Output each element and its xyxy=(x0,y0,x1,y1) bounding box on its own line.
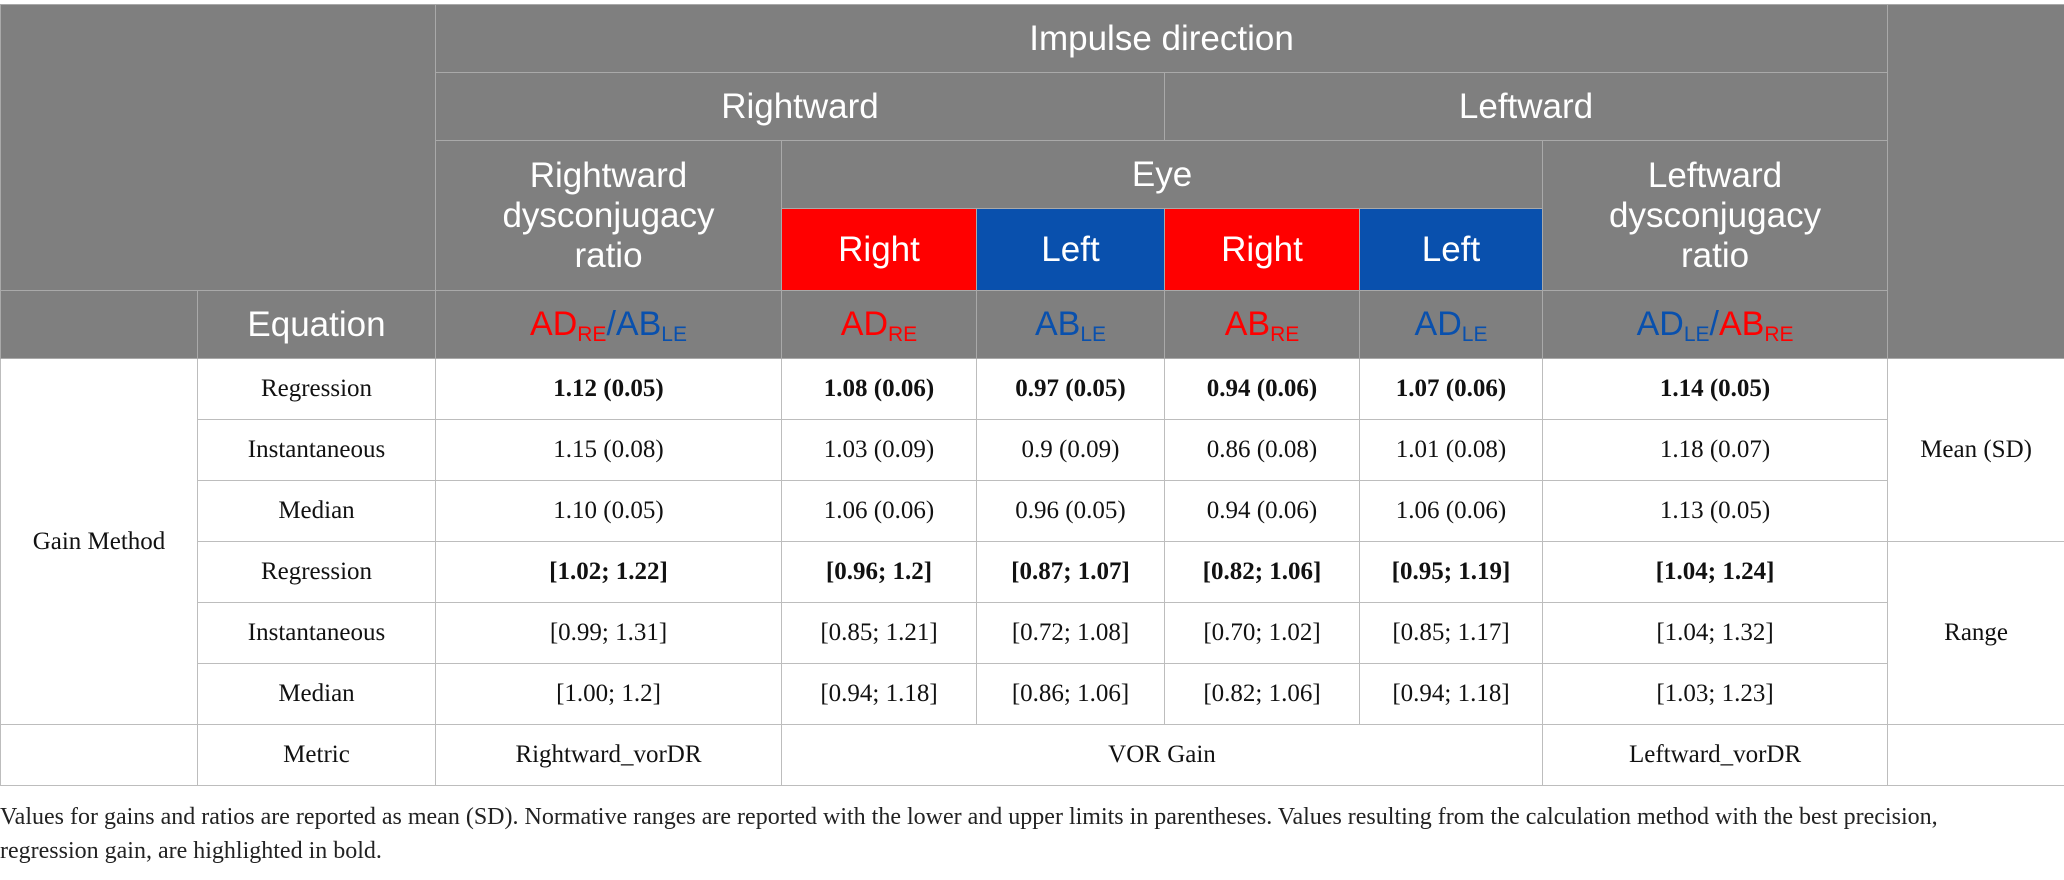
eq-subscript: RE xyxy=(1764,323,1794,346)
table-cell: [0.72; 1.08] xyxy=(976,602,1165,664)
eq-slash: / xyxy=(606,305,616,343)
table-cell: 1.13 (0.05) xyxy=(1541,480,1889,542)
metric-label: Metric xyxy=(197,724,436,786)
equation-rightward-ratio: ADRE/ABLE xyxy=(435,290,782,359)
table-cell: [1.04; 1.32] xyxy=(1541,602,1889,664)
rightward-header: Rightward xyxy=(435,72,1165,141)
method-label: Regression xyxy=(197,541,436,603)
eq-term: AD xyxy=(840,305,889,343)
eq-term: AD xyxy=(1636,305,1684,343)
table-cell: [0.86; 1.06] xyxy=(976,663,1165,725)
method-label: Instantaneous xyxy=(197,419,436,481)
table-cell: 1.14 (0.05) xyxy=(1541,358,1889,420)
eq-subscript: RE xyxy=(577,323,607,346)
table-cell: [0.94; 1.18] xyxy=(781,663,977,725)
table-cell: [0.95; 1.19] xyxy=(1359,541,1543,603)
equation-label: Equation xyxy=(197,290,436,359)
table-cell: [0.99; 1.31] xyxy=(435,602,782,664)
method-label: Median xyxy=(197,663,436,725)
table-footnote: Values for gains and ratios are reported… xyxy=(0,804,1938,864)
table-cell: [0.85; 1.21] xyxy=(781,602,977,664)
equation-left-eye-rightward: ABLE xyxy=(976,290,1165,359)
table-cell: 0.94 (0.06) xyxy=(1164,480,1360,542)
rightward-ratio-line1: Rightward xyxy=(529,155,688,195)
table-cell: [0.82; 1.06] xyxy=(1164,541,1360,603)
header-corner xyxy=(0,4,436,291)
eq-term: AB xyxy=(615,305,662,343)
stat-type-mean-sd: Mean (SD) xyxy=(1887,358,2064,542)
table-cell: 0.9 (0.09) xyxy=(976,419,1165,481)
metric-rightward: Rightward_vorDR xyxy=(435,724,782,786)
table-cell: 1.18 (0.07) xyxy=(1541,419,1889,481)
eye-left-header: Left xyxy=(1359,208,1543,291)
table-cell: 1.07 (0.06) xyxy=(1359,358,1543,420)
eq-subscript: LE xyxy=(1461,323,1488,346)
method-label: Instantaneous xyxy=(197,602,436,664)
eq-term: AB xyxy=(1718,305,1765,343)
eye-header: Eye xyxy=(781,140,1543,209)
eq-subscript: RE xyxy=(888,323,918,346)
table-cell: 1.03 (0.09) xyxy=(781,419,977,481)
table-cell: 1.06 (0.06) xyxy=(1359,480,1543,542)
metric-blank-cell xyxy=(0,724,198,786)
stat-type-range: Range xyxy=(1887,541,2064,725)
eq-term: AB xyxy=(1034,305,1081,343)
leftward-header: Leftward xyxy=(1163,72,1889,141)
equation-right-eye-rightward: ADRE xyxy=(781,290,977,359)
eq-subscript: RE xyxy=(1270,323,1300,346)
leftward-ratio-line1: Leftward xyxy=(1647,155,1783,195)
header-blank-cell xyxy=(0,290,198,359)
eq-term: AB xyxy=(1224,305,1271,343)
eq-subscript: LE xyxy=(1683,323,1710,346)
eq-term: AD xyxy=(530,305,578,343)
table-cell: 0.94 (0.06) xyxy=(1164,358,1360,420)
header-right-blank xyxy=(1887,4,2064,359)
table-cell: 1.12 (0.05) xyxy=(435,358,782,420)
method-label: Median xyxy=(197,480,436,542)
metric-vor-gain: VOR Gain xyxy=(781,724,1543,786)
eq-subscript: LE xyxy=(1080,323,1107,346)
gain-method-label: Gain Method xyxy=(0,358,198,725)
rightward-ratio-header: Rightward dysconjugacy ratio xyxy=(435,140,782,291)
rightward-ratio-line2: dysconjugacy xyxy=(502,195,715,235)
eq-term: AD xyxy=(1414,305,1462,343)
eye-right-header: Right xyxy=(1164,208,1360,291)
leftward-ratio-line3: ratio xyxy=(1680,235,1750,275)
impulse-direction-header: Impulse direction xyxy=(434,4,1889,73)
equation-right-eye-leftward: ABRE xyxy=(1164,290,1360,359)
table-cell: [1.04; 1.24] xyxy=(1541,541,1889,603)
table-cell: 0.97 (0.05) xyxy=(976,358,1165,420)
table-cell: [0.70; 1.02] xyxy=(1164,602,1360,664)
table-cell: [1.00; 1.2] xyxy=(435,663,782,725)
rightward-ratio-line3: ratio xyxy=(574,235,643,275)
table-cell: [1.02; 1.22] xyxy=(435,541,782,603)
table-cell: 1.06 (0.06) xyxy=(781,480,977,542)
eye-left-header: Left xyxy=(976,208,1165,291)
equation-leftward-ratio: ADLE/ABRE xyxy=(1541,290,1889,359)
leftward-ratio-line2: dysconjugacy xyxy=(1609,195,1822,235)
metric-leftward: Leftward_vorDR xyxy=(1541,724,1889,786)
table-cell: [0.96; 1.2] xyxy=(781,541,977,603)
method-label: Regression xyxy=(197,358,436,420)
table-cell: [0.87; 1.07] xyxy=(976,541,1165,603)
eq-subscript: LE xyxy=(661,323,687,346)
table-cell: [0.82; 1.06] xyxy=(1164,663,1360,725)
metric-blank-cell xyxy=(1887,724,2064,786)
table-cell: 0.86 (0.08) xyxy=(1164,419,1360,481)
eq-slash: / xyxy=(1709,305,1719,343)
table-cell: 0.96 (0.05) xyxy=(976,480,1165,542)
equation-left-eye-leftward: ADLE xyxy=(1359,290,1543,359)
table-cell: [0.94; 1.18] xyxy=(1359,663,1543,725)
table-cell: 1.08 (0.06) xyxy=(781,358,977,420)
table-cell: [1.03; 1.23] xyxy=(1541,663,1889,725)
table-cell: [0.85; 1.17] xyxy=(1359,602,1543,664)
table-cell: 1.15 (0.08) xyxy=(435,419,782,481)
eye-right-header: Right xyxy=(781,208,977,291)
table-cell: 1.10 (0.05) xyxy=(435,480,782,542)
table-cell: 1.01 (0.08) xyxy=(1359,419,1543,481)
normative-values-table: Impulse direction Rightward Leftward Rig… xyxy=(0,4,2064,786)
leftward-ratio-header: Leftward dysconjugacy ratio xyxy=(1541,140,1889,291)
